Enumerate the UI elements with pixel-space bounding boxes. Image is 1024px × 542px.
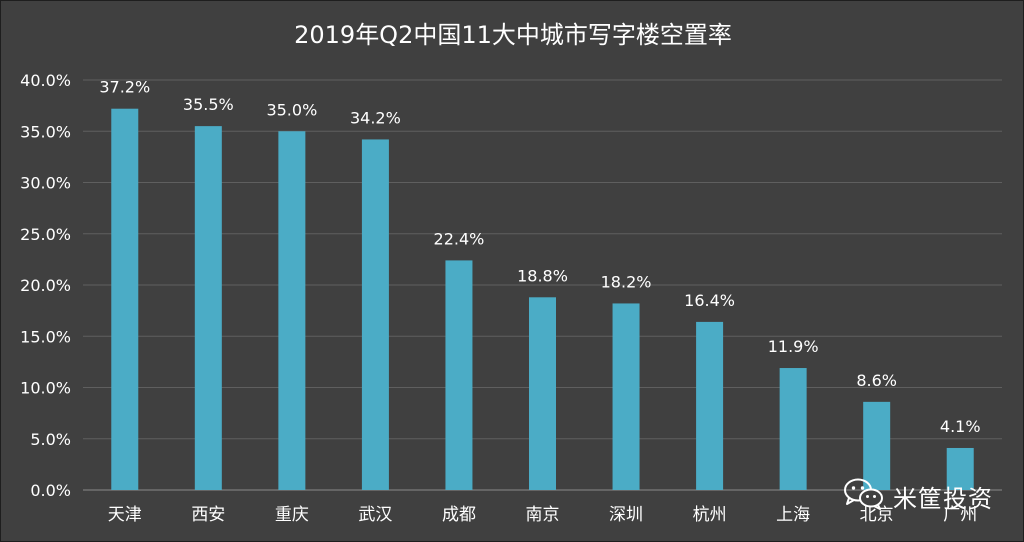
gridlines (83, 79, 1002, 491)
bar (361, 139, 389, 490)
y-tick-label: 40.0% (20, 71, 71, 90)
wechat-icon (843, 477, 885, 516)
bar (529, 297, 556, 490)
data-label: 4.1% (940, 417, 981, 436)
data-label: 18.8% (517, 266, 568, 285)
y-tick-label: 10.0% (20, 379, 71, 398)
bar (278, 131, 306, 490)
data-label: 11.9% (768, 337, 819, 356)
data-label: 34.2% (350, 108, 401, 127)
x-tick-label: 广州 (943, 505, 977, 525)
data-label: 18.2% (601, 272, 652, 291)
watermark-text: 米筐投资 (893, 484, 993, 513)
x-tick-label: 重庆 (275, 505, 309, 525)
data-label: 22.4% (434, 229, 485, 248)
y-tick-label: 5.0% (30, 430, 71, 449)
bar (946, 447, 974, 490)
y-tick-label: 20.0% (20, 276, 71, 295)
y-tick-label: 35.0% (20, 122, 71, 141)
x-axis-ticks: 天津 西安 重庆 武汉 成都 南京 深圳 杭州 上海 北京 广州 (108, 505, 977, 525)
y-tick-label: 30.0% (20, 174, 71, 193)
y-tick-label: 15.0% (20, 327, 71, 346)
y-axis-ticks: 0.0% 5.0% 10.0% 15.0% 20.0% 25.0% 30.0% 35.0% 40… (20, 71, 71, 500)
watermark: 米筐投资 (843, 477, 993, 516)
x-tick-label: 武汉 (358, 505, 392, 525)
chart-title: 2019年Q2中国11大中城市写字楼空置率 (294, 21, 732, 49)
data-label: 16.4% (684, 291, 735, 310)
bar (779, 368, 807, 490)
x-tick-label: 天津 (108, 505, 142, 525)
data-label: 35.0% (266, 100, 317, 119)
x-tick-label: 深圳 (609, 505, 643, 525)
bar (445, 260, 473, 490)
x-tick-label: 成都 (442, 505, 476, 525)
data-label: 37.2% (99, 78, 150, 97)
bar (696, 321, 724, 490)
y-tick-label: 0.0% (30, 481, 71, 500)
bars (111, 108, 974, 490)
x-tick-label: 西安 (191, 505, 225, 525)
data-label: 8.6% (856, 371, 897, 390)
bar (863, 401, 891, 490)
bar (612, 303, 640, 490)
x-tick-label: 南京 (526, 505, 560, 525)
data-label: 35.5% (183, 95, 234, 114)
bar (194, 126, 222, 490)
x-tick-label: 上海 (776, 505, 810, 525)
x-tick-label: 北京 (860, 505, 894, 525)
y-tick-label: 25.0% (20, 225, 71, 244)
bar (111, 108, 139, 490)
data-labels: 37.2% 35.5% 35.0% 34.2% 22.4% 18.8% 18.2% 16.4%… (99, 78, 980, 436)
x-tick-label: 杭州 (693, 505, 727, 525)
